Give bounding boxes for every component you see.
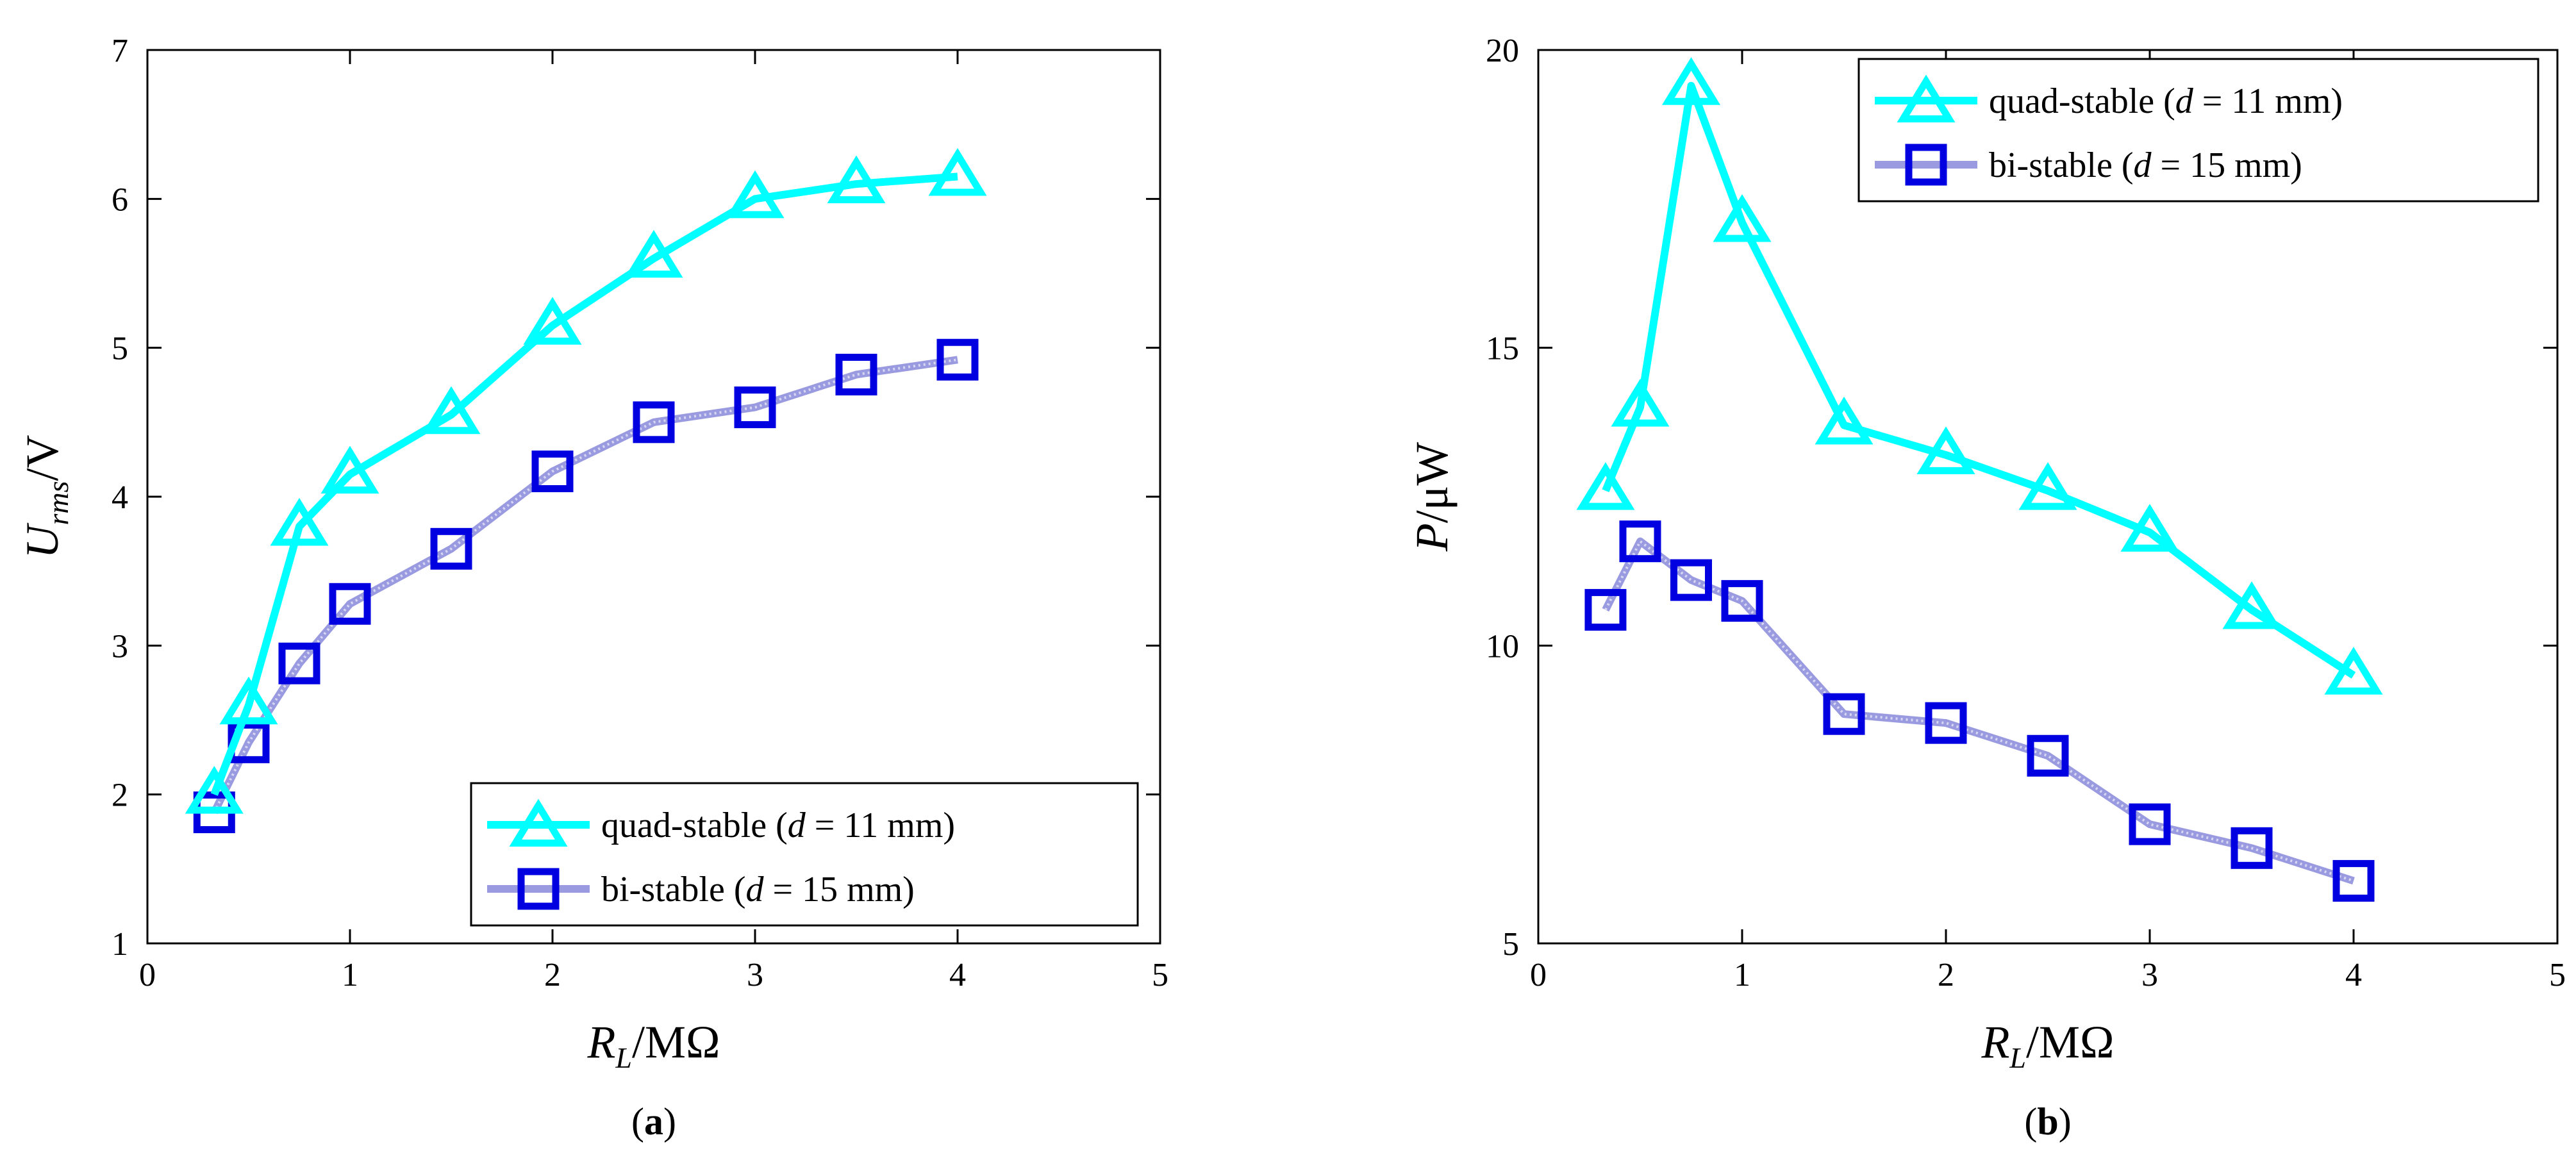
legend-label-quad-stable: quad-stable (d = 11 mm) [601, 806, 955, 845]
legend-marker-bi-stable [517, 868, 560, 910]
series-bi-stable [193, 338, 979, 834]
series-line-bi-stable [210, 356, 958, 815]
data-point-quad-stable [320, 445, 379, 494]
data-point-bi-stable [430, 527, 472, 570]
data-point-bi-stable [2332, 859, 2375, 902]
x-tick-label: 5 [1152, 957, 1168, 993]
legend: quad-stable (d = 11 mm) bi-stable (d = 15… [470, 782, 1139, 927]
x-axis-label: RL/MΩ [586, 1016, 720, 1074]
plot-frame [1537, 49, 2559, 945]
data-point-quad-stable [726, 170, 785, 219]
data-point-quad-stable [928, 147, 987, 196]
y-tick-label: 2 [112, 777, 128, 814]
y-tick-label: 4 [112, 479, 128, 516]
y-axis-label: P/μW [1406, 442, 1458, 552]
x-tick-label: 3 [2141, 957, 2158, 993]
y-tick-label: 5 [1502, 926, 1519, 963]
data-point-quad-stable [1916, 426, 1975, 474]
series-line-quad-stable [210, 172, 958, 796]
y-tick-label: 1 [112, 926, 128, 963]
x-tick-label: 4 [2345, 957, 2362, 993]
data-point-quad-stable [1661, 57, 1721, 105]
data-point-bi-stable [835, 353, 877, 395]
x-tick-label: 5 [2549, 957, 2566, 993]
data-point-quad-stable [1576, 462, 1635, 510]
series-bi-stable [1584, 520, 2375, 902]
y-tick-label: 7 [112, 33, 128, 69]
data-point-bi-stable [936, 338, 979, 381]
data-point-bi-stable [1925, 702, 1967, 744]
data-point-bi-stable [329, 583, 371, 625]
legend-box [1857, 58, 2539, 203]
legend-label-quad-stable: quad-stable (d = 11 mm) [1989, 81, 2343, 121]
x-tick-label: 4 [949, 957, 966, 993]
legend-label-bi-stable: bi-stable (d = 15 mm) [601, 870, 915, 909]
series-line-quad-stable [1602, 81, 2356, 679]
data-point-bi-stable [531, 451, 574, 493]
data-point-quad-stable [2324, 647, 2383, 695]
y-tick-label: 20 [1486, 33, 1519, 69]
legend-marker-bi-stable [1905, 144, 1947, 186]
legend: quad-stable (d = 11 mm) bi-stable (d = 15… [1857, 58, 2539, 203]
y-tick-label: 10 [1486, 628, 1519, 665]
legend-marker-quad-stable [509, 799, 568, 847]
series-line-hatch [213, 358, 958, 813]
data-point-quad-stable [219, 676, 278, 725]
data-point-bi-stable [1670, 559, 1712, 601]
data-point-bi-stable [2027, 734, 2069, 777]
data-point-quad-stable [1713, 194, 1772, 242]
data-point-quad-stable [2222, 581, 2281, 629]
data-point-quad-stable [422, 386, 481, 435]
data-point-bi-stable [2129, 803, 2171, 845]
data-point-bi-stable [1619, 520, 1661, 563]
data-point-bi-stable [1823, 693, 1865, 735]
series-quad-stable [185, 147, 987, 814]
legend-label-bi-stable: bi-stable (d = 15 mm) [1989, 145, 2302, 185]
data-point-quad-stable [185, 766, 244, 814]
data-point-bi-stable [1584, 589, 1627, 631]
series-quad-stable [1576, 57, 2383, 695]
data-point-bi-stable [2231, 827, 2273, 869]
data-point-quad-stable [2120, 504, 2179, 552]
x-tick-label: 2 [544, 957, 561, 993]
data-point-quad-stable [2018, 462, 2077, 510]
x-tick-label: 0 [1530, 957, 1547, 993]
y-tick-label: 3 [112, 628, 128, 665]
y-tick-label: 15 [1486, 331, 1519, 367]
legend-box [470, 782, 1139, 927]
y-axis-label: Urms/V [17, 435, 74, 558]
data-point-bi-stable [633, 401, 675, 443]
y-tick-label: 5 [112, 331, 128, 367]
data-point-quad-stable [827, 155, 886, 204]
panel-caption: (a) [631, 1100, 676, 1143]
x-axis-label: RL/MΩ [1981, 1016, 2114, 1074]
x-tick-label: 0 [139, 957, 156, 993]
data-point-bi-stable [278, 642, 320, 684]
data-point-bi-stable [1721, 580, 1763, 622]
data-point-quad-stable [1611, 379, 1670, 427]
legend-marker-quad-stable [1897, 74, 1956, 122]
chart-panel-b: 0 1 2 3 4 5 5 10 15 20 RL/MΩ P/μW quad-stable (d = 1… [1406, 33, 2566, 1143]
x-tick-label: 3 [747, 957, 763, 993]
data-point-quad-stable [624, 229, 683, 278]
series-line-hatch [1604, 539, 2354, 882]
data-point-quad-stable [1815, 396, 1874, 445]
x-tick-label: 1 [1734, 957, 1750, 993]
y-tick-label: 6 [112, 181, 128, 218]
x-tick-label: 2 [1938, 957, 1954, 993]
data-point-quad-stable [523, 297, 582, 345]
panel-caption: (b) [2024, 1100, 2071, 1143]
data-point-bi-stable [734, 386, 776, 429]
x-tick-label: 1 [342, 957, 358, 993]
data-point-quad-stable [270, 497, 329, 546]
